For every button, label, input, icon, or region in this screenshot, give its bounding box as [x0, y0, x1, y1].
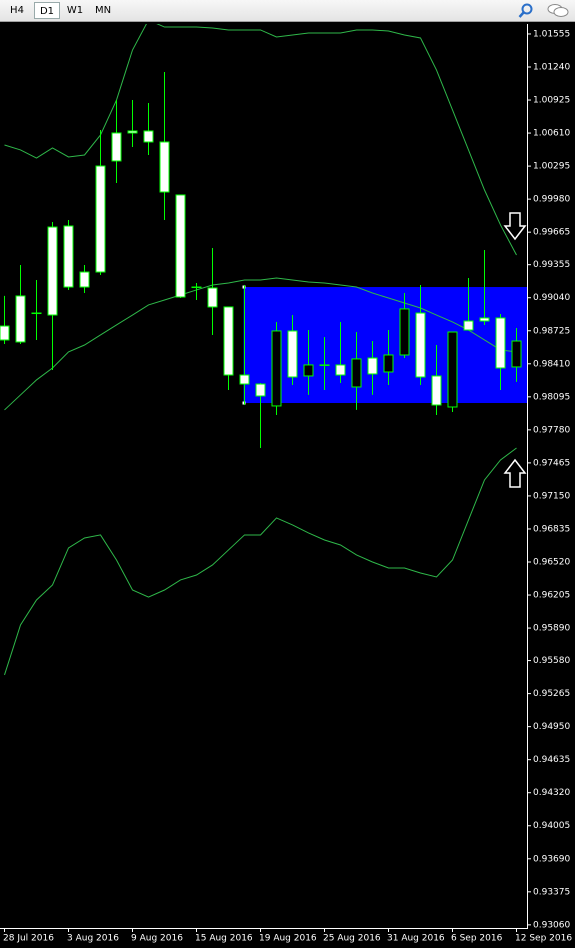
- y-tick-label: 0.93060: [533, 920, 570, 930]
- band-line: [4, 447, 517, 676]
- candle-body: [111, 132, 122, 162]
- candle-body: [159, 141, 170, 193]
- candle-body: [239, 374, 250, 385]
- candle-body: [191, 286, 202, 289]
- y-tick-label: 0.96520: [533, 557, 570, 567]
- y-tick-label: 1.00295: [533, 162, 570, 172]
- candle-body: [127, 130, 138, 134]
- plot-area: [0, 24, 527, 676]
- search-icon[interactable]: [518, 3, 534, 19]
- y-tick-label: 0.97150: [533, 491, 570, 501]
- y-tick-label: 0.99355: [533, 260, 570, 270]
- y-tick-label: 0.99980: [533, 195, 570, 205]
- x-tick-label: 3 Aug 2016: [67, 934, 119, 944]
- candle-body: [79, 271, 90, 288]
- x-tick-label: 6 Sep 2016: [451, 934, 503, 944]
- chart: 1.01555 1.01240 1.00925 1.00610 1.00295 0.999…: [0, 22, 575, 948]
- band-line: [4, 24, 517, 256]
- candle-body: [287, 330, 298, 378]
- candle-body: [495, 317, 506, 369]
- candle-body: [479, 317, 490, 322]
- band-line: [4, 277, 517, 411]
- down-arrow: [503, 212, 527, 241]
- candle-body: [303, 364, 314, 377]
- candle-body: [15, 295, 26, 343]
- up-arrow: [503, 458, 527, 488]
- icon-part: [518, 11, 525, 18]
- candle-body: [431, 375, 442, 406]
- y-tick-label: 0.98725: [533, 326, 570, 336]
- candle-body: [47, 226, 58, 316]
- icon-part: [521, 3, 533, 15]
- candle-body: [367, 357, 378, 375]
- candle-body: [335, 364, 346, 376]
- y-tick-label: 0.94320: [533, 788, 570, 798]
- icon-part: [553, 7, 569, 17]
- candle-body: [63, 225, 74, 288]
- candle-body: [383, 354, 394, 373]
- y-tick-label: 1.00610: [533, 129, 570, 139]
- candle-body: [143, 130, 154, 143]
- y-tick-label: 0.99040: [533, 293, 570, 303]
- y-tick-label: 0.95265: [533, 689, 570, 699]
- candle-body: [95, 165, 106, 273]
- y-tick-label: 0.97780: [533, 425, 570, 435]
- toolbar: H4 D1 W1 MN: [0, 0, 575, 22]
- candle-body: [31, 312, 42, 315]
- x-tick-label: 9 Aug 2016: [131, 934, 183, 944]
- y-tick-label: 0.96835: [533, 524, 570, 534]
- candle-body: [447, 331, 458, 408]
- candle-body: [223, 306, 234, 376]
- candle-body: [351, 358, 362, 388]
- x-tick-label: 28 Jul 2016: [3, 934, 54, 944]
- y-tick-label: 0.93375: [533, 887, 570, 897]
- tab[interactable]: W1: [66, 5, 84, 16]
- y-tick-label: 1.00925: [533, 96, 570, 106]
- y-tick-label: 0.95580: [533, 656, 570, 666]
- tab[interactable]: D1: [34, 2, 60, 19]
- y-tick-label: 0.94950: [533, 722, 570, 732]
- y-tick-label: 0.97465: [533, 458, 570, 468]
- x-tick-label: 25 Aug 2016: [323, 934, 381, 944]
- x-tick-label: 15 Aug 2016: [195, 934, 253, 944]
- candle-body: [207, 287, 218, 308]
- y-tick-label: 0.95890: [533, 624, 570, 634]
- tab[interactable]: H4: [10, 5, 24, 16]
- y-tick-label: 0.98410: [533, 359, 570, 369]
- x-tick-label: 31 Aug 2016: [387, 934, 445, 944]
- candle-body: [0, 325, 10, 341]
- candle-body: [511, 340, 522, 368]
- y-tick-label: 1.01240: [533, 62, 570, 72]
- candle-body: [415, 312, 426, 378]
- candle-body: [399, 308, 410, 356]
- chat-icon[interactable]: [546, 3, 570, 19]
- y-tick-label: 0.93690: [533, 854, 570, 864]
- candle-body: [175, 194, 186, 298]
- candle-body: [271, 330, 282, 407]
- x-tick-label: 19 Aug 2016: [259, 934, 317, 944]
- y-tick-label: 0.94635: [533, 755, 570, 765]
- candle-body: [255, 383, 266, 397]
- x-tick-label: 12 Sep 2016: [515, 934, 572, 944]
- y-tick-label: 1.01555: [533, 29, 570, 39]
- candle-body: [463, 320, 474, 331]
- y-tick-label: 0.96205: [533, 591, 570, 601]
- background: [0, 22, 575, 948]
- y-tick-label: 0.94005: [533, 821, 570, 831]
- tab[interactable]: MN: [94, 5, 112, 16]
- y-tick-label: 0.98095: [533, 392, 570, 402]
- candle-body: [319, 364, 330, 366]
- y-tick-label: 0.99665: [533, 228, 570, 238]
